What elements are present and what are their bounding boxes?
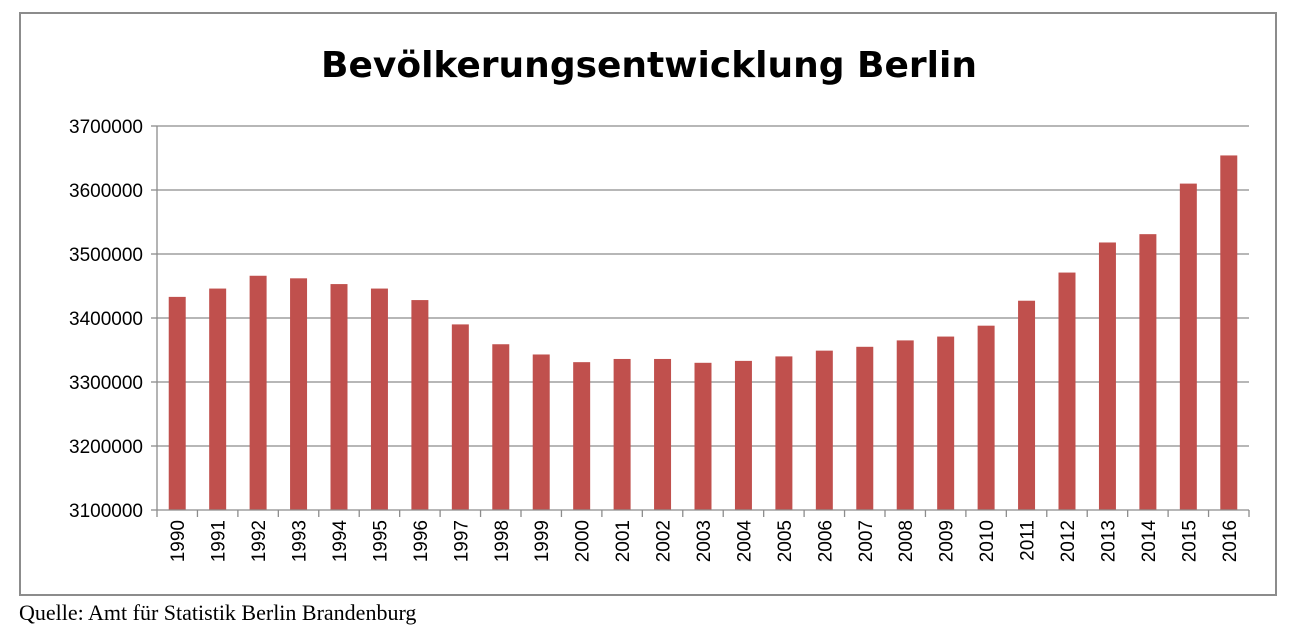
x-tick-label: 2016 (1220, 520, 1241, 562)
bar-2005 (775, 356, 793, 510)
x-tick-label: 1998 (492, 520, 513, 562)
x-tick-label: 2013 (1098, 520, 1119, 562)
bar-2009 (937, 336, 955, 510)
x-tick-label: 2011 (1018, 520, 1039, 561)
x-tick-label: 2005 (775, 520, 796, 562)
bar-2011 (1018, 300, 1036, 510)
chart-frame: Bevölkerungsentwicklung Berlin 3100000 32… (19, 12, 1277, 596)
bar-2015 (1179, 183, 1197, 510)
bar-chart: Bevölkerungsentwicklung Berlin 3100000 32… (69, 45, 1250, 563)
bar-1999 (532, 354, 550, 510)
y-tick-label: 3300000 (69, 373, 143, 394)
x-tick-label: 1994 (330, 520, 351, 563)
x-tick-label: 2015 (1179, 520, 1200, 562)
x-tick-label: 2003 (694, 520, 715, 562)
x-tick-label: 2001 (613, 520, 634, 562)
y-axis-ticks: 3100000 3200000 3300000 3400000 3500000 36000… (69, 117, 157, 522)
bar-2004 (734, 360, 752, 510)
x-tick-label: 2010 (977, 520, 998, 562)
y-tick-label: 3600000 (69, 181, 143, 202)
bar-1998 (492, 344, 510, 510)
bar-2014 (1139, 234, 1157, 510)
bar-2002 (654, 358, 672, 510)
x-tick-label: 2007 (856, 520, 877, 562)
chart-title: Bevölkerungsentwicklung Berlin (321, 45, 977, 86)
bar-2010 (977, 325, 995, 510)
x-tick-label: 2014 (1139, 520, 1160, 563)
bar-2003 (694, 362, 712, 510)
bar-1997 (451, 324, 469, 510)
bar-1991 (209, 288, 227, 510)
bar-2016 (1220, 155, 1238, 510)
y-tick-label: 3400000 (69, 309, 143, 330)
y-tick-label: 3700000 (69, 117, 143, 138)
x-tick-label: 1996 (411, 520, 432, 562)
x-tick-label: 1993 (290, 520, 311, 562)
x-tick-label: 1995 (370, 520, 391, 562)
bars (168, 155, 1238, 511)
bar-2008 (896, 340, 914, 510)
x-tick-label: 1992 (249, 520, 270, 562)
bar-1995 (370, 288, 388, 510)
bar-1992 (249, 275, 267, 510)
x-tick-label: 2009 (937, 520, 958, 562)
bar-1994 (330, 284, 348, 510)
x-tick-label: 2004 (734, 520, 755, 563)
bar-2000 (573, 362, 591, 510)
x-axis-ticks: 1990 1991 1992 1993 1994 1995 1996 1997 1998 1999… (156, 510, 1250, 563)
axes (156, 126, 1249, 511)
x-tick-label: 2006 (815, 520, 836, 562)
bar-2007 (856, 346, 874, 510)
bar-2006 (815, 350, 833, 510)
x-tick-label: 1997 (451, 520, 472, 562)
bar-1993 (290, 278, 308, 510)
bar-1990 (168, 296, 186, 510)
bar-2012 (1058, 272, 1076, 510)
y-tick-label: 3200000 (69, 437, 143, 458)
x-tick-label: 2008 (896, 520, 917, 562)
x-tick-label: 2012 (1058, 520, 1079, 562)
x-tick-label: 1999 (532, 520, 553, 562)
x-tick-label: 2000 (573, 520, 594, 562)
y-tick-label: 3100000 (69, 501, 143, 522)
bar-1996 (411, 300, 429, 510)
source-note: Quelle: Amt für Statistik Berlin Branden… (19, 600, 417, 625)
bar-2013 (1098, 242, 1116, 511)
bar-2001 (613, 358, 631, 510)
x-tick-label: 2002 (654, 520, 675, 562)
y-tick-label: 3500000 (69, 245, 143, 266)
x-tick-label: 1990 (168, 520, 189, 562)
x-tick-label: 1991 (209, 520, 230, 562)
